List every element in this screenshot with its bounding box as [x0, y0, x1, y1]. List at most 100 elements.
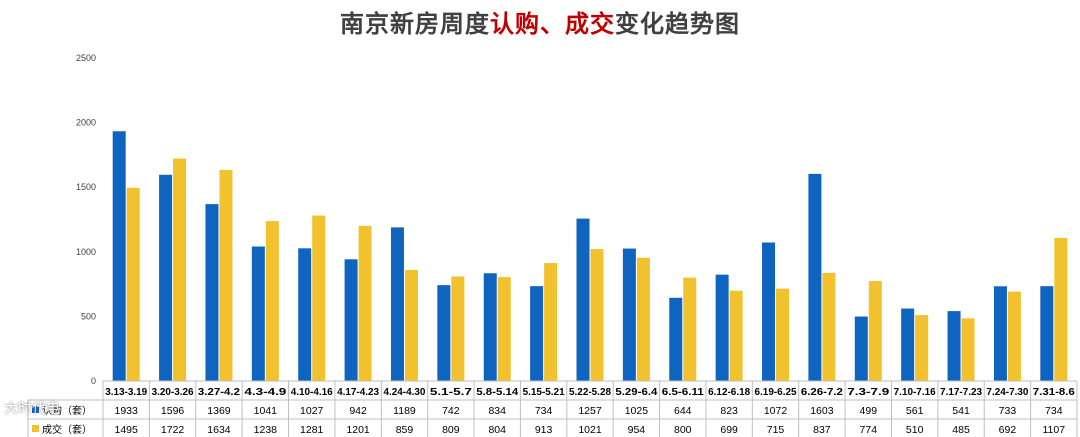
y-tick-label: 1500 — [76, 182, 96, 192]
data-value-label: 913 — [535, 424, 553, 436]
bar-subscription — [993, 286, 1007, 381]
data-value-label: 561 — [906, 405, 924, 417]
data-value-label: 1722 — [161, 424, 185, 436]
data-value-label: 1933 — [115, 405, 139, 417]
data-value-label: 1596 — [161, 405, 185, 417]
data-value-label: 837 — [813, 424, 831, 436]
data-value-label: 733 — [999, 405, 1017, 417]
data-value-label: 800 — [674, 424, 692, 436]
bar-transaction — [1054, 237, 1068, 381]
y-tick-label: 2000 — [76, 118, 96, 128]
bar-subscription — [298, 248, 312, 381]
bars-group — [112, 131, 1068, 381]
legend-swatch-subscription — [32, 406, 39, 413]
data-value-label: 734 — [1045, 405, 1063, 417]
data-value-label: 1021 — [578, 424, 602, 436]
bar-transaction — [822, 272, 836, 381]
bar-transaction — [404, 270, 418, 381]
data-value-label: 1603 — [810, 405, 834, 417]
bar-subscription — [1040, 286, 1054, 381]
x-category-label: 6.12-6.18 — [708, 386, 750, 398]
bar-subscription — [576, 218, 590, 381]
x-category-label: 4.24-4.30 — [383, 386, 425, 398]
data-value-label: 734 — [535, 405, 553, 417]
y-tick-label: 2500 — [76, 53, 96, 63]
data-value-label: 823 — [720, 405, 738, 417]
bar-transaction — [776, 288, 790, 381]
bar-subscription — [715, 274, 729, 381]
bar-transaction — [173, 158, 187, 381]
bar-subscription — [808, 173, 822, 381]
x-category-label: 4.3-4.9 — [244, 386, 286, 398]
legend-label-subscription: 认购（套） — [42, 404, 92, 417]
data-value-label: 715 — [767, 424, 785, 436]
bar-subscription — [669, 297, 683, 381]
data-value-label: 692 — [999, 424, 1017, 436]
legend-swatch-transaction — [32, 425, 39, 432]
data-value-label: 954 — [628, 424, 646, 436]
x-category-label: 7.31-8.6 — [1033, 386, 1075, 398]
bar-transaction — [590, 249, 604, 381]
x-category-label: 5.8-5.14 — [476, 386, 518, 398]
data-value-label: 774 — [860, 424, 878, 436]
data-value-label: 742 — [442, 405, 460, 417]
data-value-label: 1369 — [207, 405, 231, 417]
x-category-label: 7.17-7.23 — [940, 386, 982, 398]
x-category-label: 7.10-7.16 — [894, 386, 936, 398]
y-tick-label: 0 — [91, 376, 96, 386]
bar-transaction — [312, 215, 326, 381]
data-value-label: 1189 — [393, 405, 416, 417]
bar-transaction — [265, 221, 279, 381]
data-value-label: 1025 — [625, 405, 649, 417]
data-value-label: 1634 — [207, 424, 231, 436]
title-part-3: 变化趋势图 — [615, 10, 740, 38]
bar-subscription — [251, 246, 265, 381]
x-category-label: 5.22-5.28 — [569, 386, 611, 398]
chart-title: 南京新房周度认购、成交变化趋势图 — [0, 4, 1080, 39]
bar-subscription — [205, 204, 219, 381]
bar-transaction — [868, 280, 882, 381]
data-value-label: 942 — [349, 405, 367, 417]
x-category-label: 6.19-6.25 — [755, 386, 797, 398]
bar-subscription — [390, 227, 404, 381]
x-category-label: 4.10-4.16 — [291, 386, 333, 398]
bar-subscription — [622, 248, 636, 381]
y-tick-label: 1000 — [76, 247, 96, 257]
x-category-label: 5.1-5.7 — [430, 386, 472, 398]
data-value-label: 1072 — [764, 405, 788, 417]
bar-subscription — [483, 273, 497, 381]
data-value-label: 804 — [488, 424, 506, 436]
data-value-label: 1201 — [346, 424, 370, 436]
bar-transaction — [544, 263, 558, 381]
bar-subscription — [159, 174, 173, 381]
data-value-label: 699 — [720, 424, 738, 436]
x-category-label: 3.13-3.19 — [105, 386, 147, 398]
y-axis: 0 500 1000 1500 2000 2500 — [76, 53, 96, 386]
bar-subscription — [762, 242, 776, 381]
bar-subscription — [530, 286, 544, 381]
data-value-label: 1238 — [254, 424, 278, 436]
bar-transaction — [126, 187, 140, 381]
bar-transaction — [683, 277, 697, 381]
x-category-label: 4.17-4.23 — [337, 386, 379, 398]
data-value-label: 644 — [674, 405, 692, 417]
data-table: 3.13-3.19 3.20-3.26 3.27-4.2 4.3-4.9 4.10-4.… — [27, 380, 1078, 437]
data-value-label: 1107 — [1043, 424, 1066, 436]
data-value-label: 1027 — [300, 405, 324, 417]
legend-label-transaction: 成交（套） — [42, 423, 92, 436]
x-category-label: 3.27-4.2 — [198, 386, 240, 398]
x-category-label: 6.26-7.2 — [801, 386, 843, 398]
watermark-text: 大时代电 — [4, 401, 60, 417]
x-category-label: 3.20-3.26 — [152, 386, 194, 398]
x-category-label: 5.15-5.21 — [523, 386, 565, 398]
x-category-label: 7.24-7.30 — [986, 386, 1028, 398]
x-category-label: 6.5-6.11 — [662, 386, 704, 398]
title-part-1: 南京新房周度 — [340, 10, 490, 38]
bar-subscription — [901, 308, 915, 381]
data-value-label: 541 — [952, 405, 970, 417]
bar-subscription — [437, 285, 451, 381]
y-tick-label: 500 — [81, 311, 96, 321]
bar-transaction — [1007, 291, 1021, 381]
data-value-label: 510 — [906, 424, 924, 436]
bar-transaction — [729, 290, 743, 381]
